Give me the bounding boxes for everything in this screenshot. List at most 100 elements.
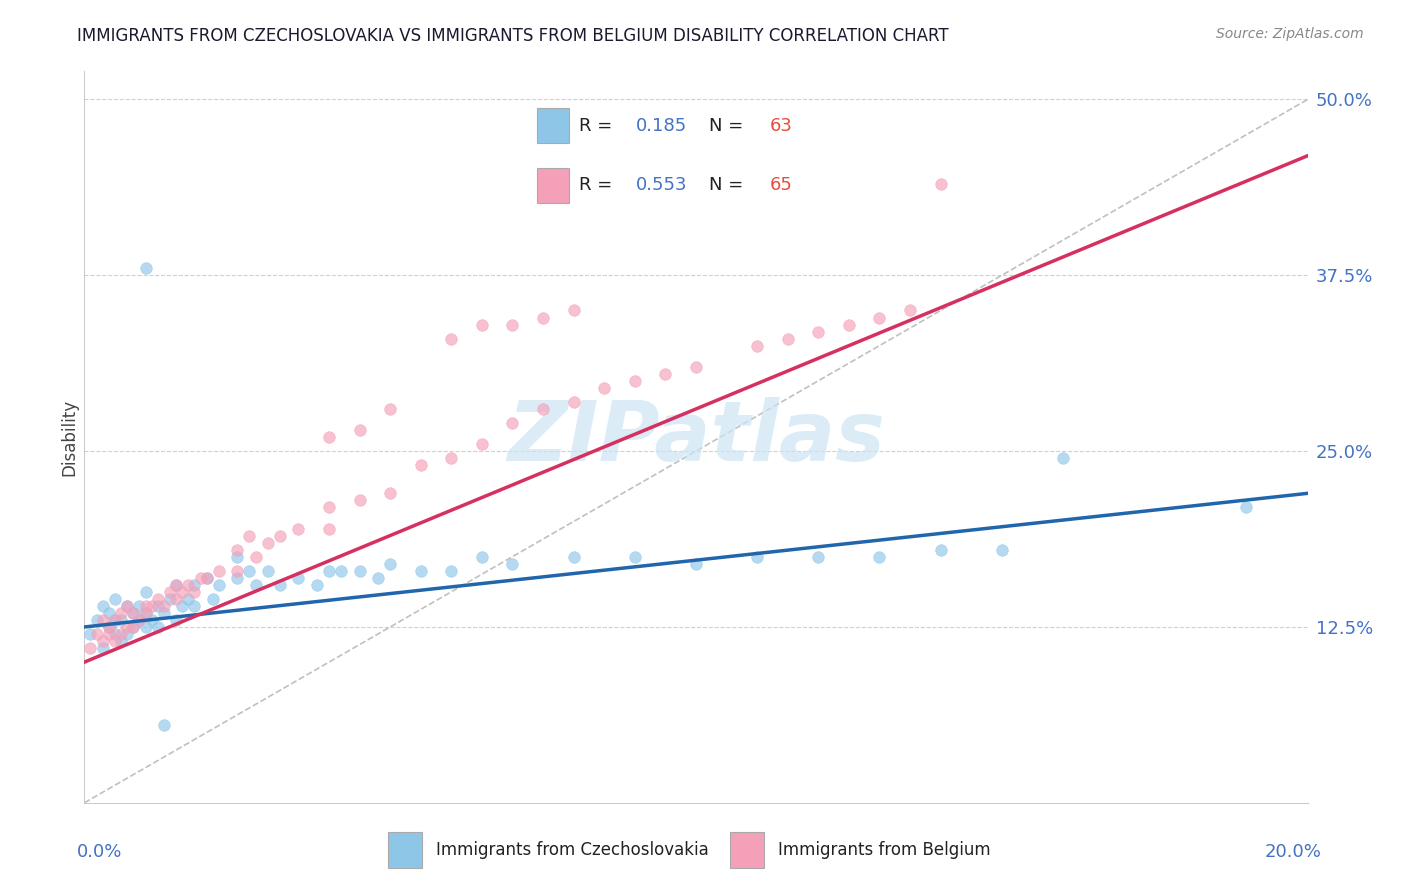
Point: [122, 620, 145, 634]
Point: [208, 578, 231, 592]
Point: [146, 620, 169, 634]
Point: [929, 177, 952, 191]
Point: [159, 584, 181, 599]
Point: [177, 578, 200, 592]
Point: [471, 318, 494, 332]
Point: [318, 500, 340, 515]
Point: [177, 591, 200, 606]
Point: [183, 599, 205, 613]
Point: [165, 591, 187, 606]
Point: [79, 627, 101, 641]
Point: [97, 627, 120, 641]
Point: [183, 578, 205, 592]
Point: [869, 310, 891, 325]
Point: [135, 584, 157, 599]
Point: [318, 521, 340, 535]
Point: [287, 571, 309, 585]
Point: [1052, 451, 1074, 466]
Point: [330, 564, 353, 578]
Point: [409, 564, 432, 578]
Point: [135, 606, 157, 620]
Point: [135, 599, 157, 613]
Point: [172, 599, 194, 613]
Point: [104, 634, 127, 648]
Point: [165, 613, 187, 627]
Point: [172, 584, 194, 599]
Point: [190, 571, 212, 585]
Point: [135, 620, 157, 634]
Text: Source: ZipAtlas.com: Source: ZipAtlas.com: [1216, 27, 1364, 41]
Point: [201, 591, 224, 606]
Point: [128, 613, 150, 627]
Text: 0.0%: 0.0%: [77, 843, 122, 861]
Point: [269, 578, 291, 592]
Point: [226, 542, 249, 557]
Point: [141, 599, 163, 613]
Point: [153, 718, 176, 732]
Point: [305, 578, 328, 592]
Point: [91, 599, 114, 613]
Point: [685, 359, 707, 374]
Point: [208, 564, 231, 578]
Point: [195, 571, 218, 585]
Point: [807, 549, 830, 564]
Point: [747, 549, 769, 564]
Point: [122, 606, 145, 620]
Point: [97, 620, 120, 634]
Point: [115, 620, 138, 634]
Point: [226, 564, 249, 578]
Point: [226, 549, 249, 564]
Point: [91, 641, 114, 656]
Point: [115, 599, 138, 613]
Point: [86, 627, 108, 641]
Point: [146, 599, 169, 613]
Point: [159, 591, 181, 606]
Point: [318, 430, 340, 444]
Point: [349, 564, 371, 578]
Point: [104, 591, 127, 606]
Point: [380, 401, 402, 416]
Point: [287, 521, 309, 535]
Point: [654, 367, 676, 381]
Point: [115, 599, 138, 613]
Point: [531, 401, 554, 416]
Point: [128, 613, 150, 627]
Point: [471, 437, 494, 451]
Point: [409, 458, 432, 473]
Point: [747, 339, 769, 353]
Text: 20.0%: 20.0%: [1265, 843, 1322, 861]
Point: [562, 303, 585, 318]
Point: [869, 549, 891, 564]
Point: [91, 634, 114, 648]
Point: [183, 584, 205, 599]
Point: [153, 606, 176, 620]
Point: [135, 261, 157, 276]
Point: [318, 564, 340, 578]
Point: [165, 578, 187, 592]
Point: [349, 493, 371, 508]
Point: [245, 578, 267, 592]
Point: [104, 613, 127, 627]
Point: [122, 606, 145, 620]
Point: [502, 318, 524, 332]
Point: [562, 395, 585, 409]
Point: [153, 599, 176, 613]
Point: [110, 627, 132, 641]
Point: [440, 451, 463, 466]
Point: [624, 549, 647, 564]
Point: [624, 374, 647, 388]
Point: [86, 613, 108, 627]
Point: [128, 599, 150, 613]
Point: [91, 613, 114, 627]
Point: [269, 528, 291, 542]
Point: [807, 325, 830, 339]
Point: [110, 606, 132, 620]
Point: [97, 620, 120, 634]
Point: [257, 564, 280, 578]
Point: [257, 535, 280, 549]
Point: [226, 571, 249, 585]
Point: [104, 627, 127, 641]
Point: [929, 542, 952, 557]
Point: [195, 571, 218, 585]
Point: [593, 381, 616, 395]
